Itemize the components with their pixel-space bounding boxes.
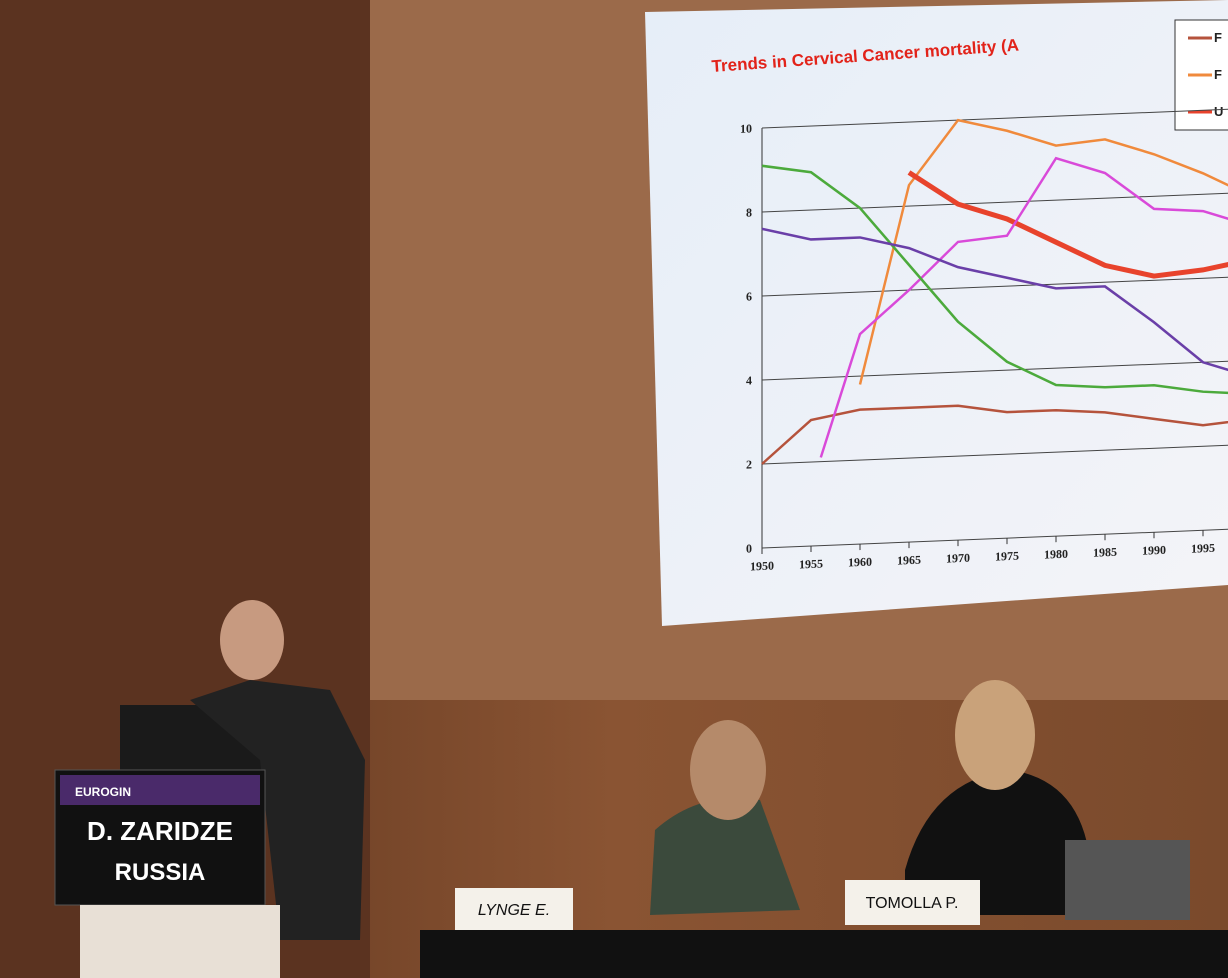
name-card-text: LYNGE E. (478, 902, 550, 919)
y-tick-label: 4 (746, 373, 752, 387)
y-tick-label: 6 (746, 289, 752, 303)
speaker-name: D. ZARIDZE (87, 816, 233, 846)
x-tick-label: 1955 (799, 557, 823, 572)
legend-label: F (1214, 30, 1222, 45)
table (420, 930, 1228, 978)
y-tick-label: 0 (746, 541, 752, 555)
laptop-2 (1065, 840, 1190, 920)
page: Trends in Cervical Cancer mortality (A F… (0, 0, 1228, 978)
panelist-1-head (690, 720, 766, 820)
y-tick-label: 10 (740, 121, 752, 135)
x-tick-label: 1950 (750, 559, 774, 574)
legend-label: F (1214, 67, 1222, 82)
x-tick-label: 1965 (897, 553, 921, 568)
panelist-2-head (955, 680, 1035, 790)
x-tick-label: 1985 (1093, 545, 1117, 560)
x-tick-label: 1960 (848, 555, 872, 570)
x-tick-label: 1995 (1191, 541, 1215, 556)
photo: Trends in Cervical Cancer mortality (A F… (0, 0, 1228, 978)
y-tick-label: 8 (746, 205, 752, 219)
legend-label: U (1214, 104, 1223, 119)
speaker-head (220, 600, 284, 680)
x-tick-label: 1990 (1142, 543, 1166, 558)
y-tick-label: 2 (746, 457, 752, 471)
x-tick-label: 1970 (946, 551, 970, 566)
speaker-country: RUSSIA (115, 859, 206, 886)
name-card-text: TOMOLLA P. (866, 895, 959, 912)
x-tick-label: 1975 (995, 549, 1019, 564)
x-tick-label: 1980 (1044, 547, 1068, 562)
podium (80, 905, 280, 978)
podium-logo: EUROGIN (75, 785, 131, 799)
